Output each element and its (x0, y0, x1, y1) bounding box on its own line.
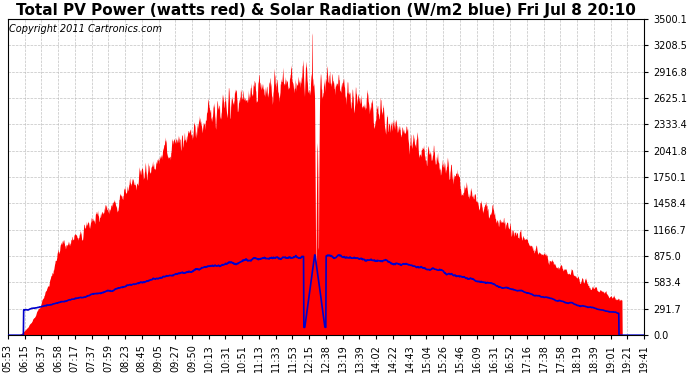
Text: Copyright 2011 Cartronics.com: Copyright 2011 Cartronics.com (9, 24, 162, 34)
Title: Total PV Power (watts red) & Solar Radiation (W/m2 blue) Fri Jul 8 20:10: Total PV Power (watts red) & Solar Radia… (16, 3, 636, 18)
